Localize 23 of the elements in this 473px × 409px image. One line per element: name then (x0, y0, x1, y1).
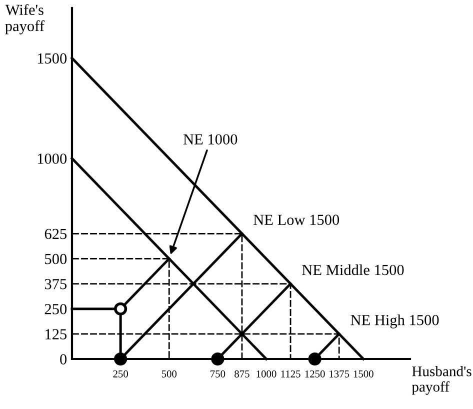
y-tick-label: 625 (44, 228, 67, 240)
y-tick-label: 1500 (38, 53, 67, 64)
y-axis-title: Wife's payoff (5, 4, 44, 34)
annotation: NE Middle 1500 (302, 264, 404, 276)
y-tick-label: 500 (45, 254, 67, 264)
x-tick-label: 500 (162, 370, 177, 378)
y-tick-label: 250 (44, 304, 67, 314)
y-tick-label: 0 (60, 354, 67, 364)
annotation: NE Low 1500 (254, 214, 340, 225)
y-tick-label: 1000 (38, 154, 67, 164)
x-axis-title: Husband's payoff (412, 366, 472, 395)
annotation: NE 1000 (183, 134, 238, 144)
y-tick-label: 125 (46, 329, 67, 340)
x-tick-label: 1000 (256, 370, 276, 378)
x-tick-label: 250 (113, 370, 128, 378)
x-tick-label: 750 (210, 370, 226, 378)
annotation: NE High 1500 (350, 314, 439, 328)
x-tick-label: 1500 (354, 370, 374, 378)
x-tick-label: 1250 (305, 370, 325, 378)
y-tick-label: 375 (44, 278, 67, 290)
x-tick-label: 875 (234, 370, 250, 378)
x-tick-label: 1125 (281, 370, 300, 378)
x-tick-label: 1375 (330, 370, 350, 378)
